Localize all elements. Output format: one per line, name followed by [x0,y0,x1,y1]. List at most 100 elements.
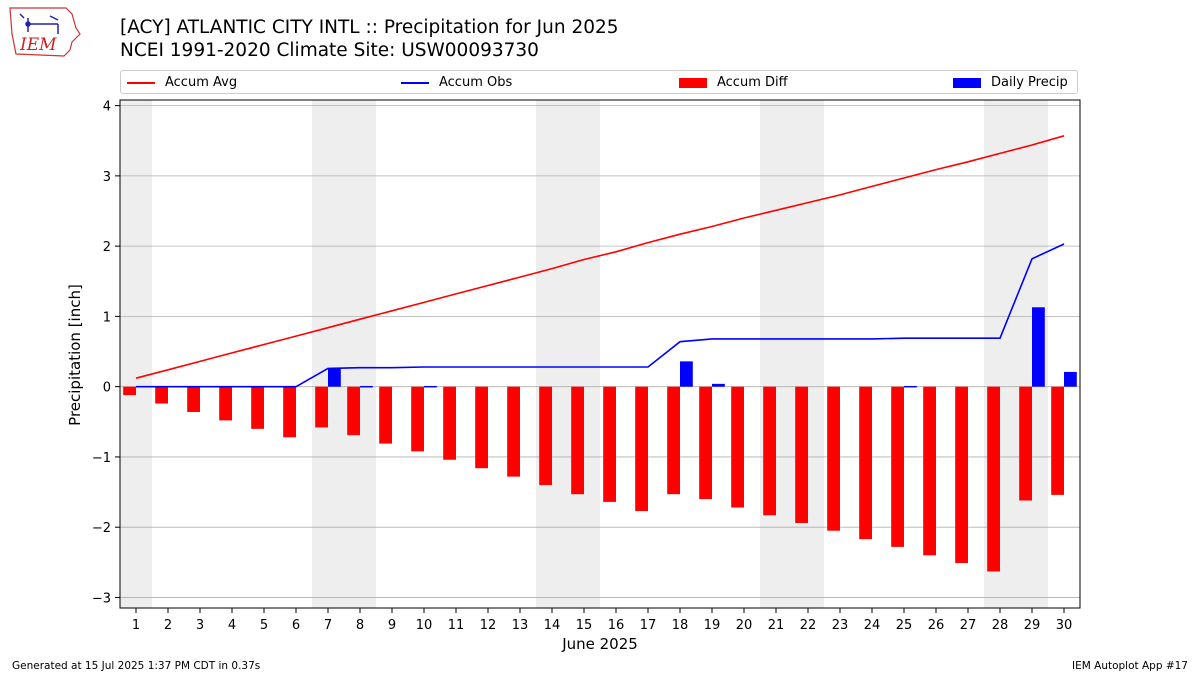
y-tick-label: 0 [103,381,111,396]
x-tick-label: 15 [576,618,593,633]
x-tick-label: 21 [768,618,785,633]
legend-swatch-accum-diff [679,78,707,88]
accum-diff-bar [283,386,296,438]
x-tick-label: 27 [960,618,977,633]
accum-diff-bar [1051,386,1064,495]
legend-swatch-daily-precip [953,78,981,88]
daily-precip-bar [680,361,693,387]
x-tick-label: 25 [896,618,913,633]
daily-precip-bar [424,385,437,388]
x-tick-label: 13 [512,618,529,633]
accum-avg-line [135,135,1065,379]
y-tick-label: 4 [103,100,111,115]
daily-precip-bar [360,385,373,388]
x-tick-label: 1 [132,618,140,633]
app-credit: IEM Autoplot App #17 [1072,660,1188,672]
x-tick-label: 7 [324,618,332,633]
accum-diff-bar [763,386,776,516]
logo-text: IEM [19,35,57,55]
x-tick-label: 12 [480,618,497,633]
daily-precip-bar [712,383,725,387]
chart-legend: Accum Avg Accum Obs Accum Diff Daily Pre… [120,70,1078,94]
daily-precip-bar [328,368,341,387]
accum-diff-bar [507,386,520,477]
x-tick-label: 30 [1056,618,1073,633]
x-tick-label: 10 [416,618,433,633]
accum-diff-bar [347,386,360,436]
chart-title: [ACY] ATLANTIC CITY INTL :: Precipitatio… [120,17,619,38]
x-tick-label: 29 [1024,618,1041,633]
accum-diff-bar [1019,386,1032,501]
x-tick-label: 24 [864,618,881,633]
x-tick-label: 6 [292,618,300,633]
x-tick-label: 18 [672,618,689,633]
legend-swatch-accum-avg [127,82,155,84]
weather-station-icon [19,13,59,34]
x-tick-label: 22 [800,618,817,633]
weekend-band [120,100,152,608]
iem-logo: IEM [9,7,81,57]
accum-obs-line [136,243,1065,388]
legend-label-accum-obs: Accum Obs [439,75,513,90]
accum-diff-bar [731,386,744,508]
accum-diff-bar [987,386,1000,572]
accum-diff-bar [155,386,168,404]
x-tick-label: 23 [832,618,849,633]
y-axis-label: Precipitation [inch] [66,284,84,426]
accum-diff-bar [123,386,136,396]
y-tick-label: −2 [92,521,111,536]
y-tick-label: −1 [92,451,111,466]
weekend-band [536,100,600,608]
accum-diff-bar [667,386,680,495]
x-axis-label: June 2025 [561,635,638,653]
accum-diff-bar [219,386,232,421]
x-tick-label: 3 [196,618,204,633]
accum-diff-bar [955,386,968,564]
daily-precip-bar [904,385,917,388]
line-series [135,135,1065,388]
accum-diff-bar [475,386,488,469]
weekend-band [760,100,824,608]
x-tick-label: 17 [640,618,657,633]
legend-swatch-accum-obs [401,82,429,84]
accum-diff-bar [539,386,552,486]
y-tick-label: −3 [92,591,111,606]
bar-series [123,307,1077,572]
x-tick-label: 20 [736,618,753,633]
x-tick-label: 9 [388,618,396,633]
y-tick-label: 1 [103,310,111,325]
y-tick-label: 3 [103,170,111,185]
accum-diff-bar [699,386,712,500]
legend-label-daily-precip: Daily Precip [991,75,1068,90]
y-tick-label: 2 [103,240,111,255]
x-tick-label: 28 [992,618,1009,633]
accum-diff-bar [635,386,648,512]
x-tick-label: 8 [356,618,364,633]
generated-timestamp: Generated at 15 Jul 2025 1:37 PM CDT in … [12,660,261,672]
accum-diff-bar [187,386,200,412]
daily-precip-bar [1032,307,1045,387]
accum-diff-bar [859,386,872,540]
x-tick-label: 14 [544,618,561,633]
accum-diff-bar [251,386,264,429]
accum-diff-bar [603,386,616,502]
x-tick-label: 19 [704,618,721,633]
x-tick-label: 16 [608,618,625,633]
accum-diff-bar [795,386,808,523]
accum-diff-bar [891,386,904,547]
legend-label-accum-diff: Accum Diff [717,75,788,90]
x-tick-label: 4 [228,618,236,633]
plot-frame [119,99,1081,609]
x-tick-label: 2 [164,618,172,633]
daily-precip-bar [1064,371,1077,387]
weekend-band [312,100,376,608]
accum-diff-bar [379,386,392,444]
accum-diff-bar [315,386,328,428]
accum-diff-bar [827,386,840,531]
accum-diff-bar [443,386,456,460]
accum-diff-bar [923,386,936,556]
legend-label-accum-avg: Accum Avg [165,75,238,90]
accum-diff-bar [571,386,584,495]
